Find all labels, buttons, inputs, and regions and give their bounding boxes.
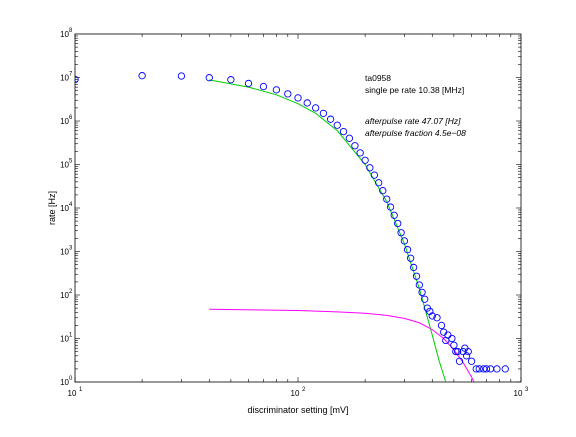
data-point	[375, 179, 383, 187]
data-point	[177, 72, 186, 80]
data-point	[294, 94, 302, 102]
data-point	[437, 321, 446, 330]
data-point	[386, 203, 395, 211]
data-point	[339, 127, 348, 136]
axis-tick-labels: 10 1 10 2 10 310 010 110 210 310 410 510 610 710 8	[60, 28, 529, 398]
data-point	[479, 365, 488, 373]
y-tick-label-exponent: 5	[69, 159, 73, 165]
data-point	[361, 156, 369, 164]
data-point	[472, 365, 480, 373]
data-point	[415, 281, 423, 289]
data-point	[501, 365, 509, 373]
data-point	[455, 357, 464, 365]
x-tick-label: 10	[291, 389, 300, 398]
data-point	[475, 365, 483, 373]
data-point	[464, 347, 472, 356]
data-point	[345, 134, 354, 142]
y-tick-label-exponent: 8	[69, 28, 73, 34]
data-point	[205, 74, 213, 82]
data-point	[390, 211, 398, 219]
data-point	[370, 171, 379, 179]
data-point	[462, 352, 471, 360]
data-point	[450, 341, 458, 349]
data-point	[428, 312, 436, 320]
data-point	[244, 79, 253, 88]
y-tick-label-exponent: 3	[69, 246, 73, 252]
y-tick-label: 10	[60, 335, 69, 344]
data-point	[284, 90, 292, 98]
data-point	[75, 75, 79, 84]
data-point	[227, 76, 235, 84]
data-point	[383, 195, 391, 203]
data-point	[403, 246, 412, 254]
data-point	[418, 288, 426, 297]
data-point	[406, 254, 415, 262]
data-point	[366, 164, 374, 172]
y-axis-title: rate [Hz]	[47, 191, 57, 225]
y-tick-label-exponent: 6	[69, 115, 73, 121]
data-point	[421, 295, 429, 303]
y-tick-label: 10	[60, 74, 69, 83]
data-point	[409, 263, 418, 272]
axis-ticks	[74, 34, 522, 383]
fit-curve-1	[209, 79, 447, 382]
annotation-afterpulse-fraction: afterpulse fraction 4.5e−08	[365, 128, 466, 138]
plot-frame	[74, 33, 522, 383]
x-tick-label-exponent: 3	[525, 387, 529, 393]
data-point	[412, 272, 421, 280]
data-point	[333, 121, 341, 129]
data-point	[303, 99, 311, 107]
y-tick-label-exponent: 2	[69, 289, 73, 295]
data-point	[356, 149, 364, 157]
data-point	[426, 307, 434, 316]
data-point	[400, 237, 409, 245]
data-point	[351, 142, 359, 150]
y-tick-label-exponent: 0	[69, 376, 73, 382]
y-tick-label: 10	[60, 161, 69, 170]
data-point	[259, 82, 268, 91]
data-point	[452, 347, 460, 356]
annotation-afterpulse-rate: afterpulse rate 47.07 [Hz]	[365, 116, 461, 126]
y-tick-label: 10	[60, 204, 69, 213]
series-layer	[75, 72, 509, 382]
data-point	[394, 219, 402, 228]
annotation-id: ta0958	[365, 73, 391, 83]
data-point	[482, 365, 491, 373]
annotation-single-pe-rate: single pe rate 10.38 [MHz]	[365, 85, 464, 95]
data-point	[467, 357, 476, 365]
data-point	[312, 104, 320, 112]
data-point	[448, 334, 456, 343]
x-tick-label: 10	[68, 389, 77, 398]
x-tick-label: 10	[514, 389, 523, 398]
data-point	[397, 229, 405, 237]
y-tick-label-exponent: 7	[69, 72, 73, 78]
data-point	[272, 86, 281, 94]
x-axis-title: discriminator setting [mV]	[247, 405, 348, 415]
data-point	[454, 347, 462, 356]
fit-curve-2	[209, 308, 475, 382]
y-tick-label: 10	[60, 30, 69, 39]
y-tick-label-exponent: 1	[69, 333, 73, 339]
x-tick-label-exponent: 2	[302, 387, 306, 393]
x-tick-label-exponent: 1	[79, 387, 83, 393]
y-tick-label-exponent: 4	[69, 202, 73, 208]
data-point	[433, 314, 441, 322]
data-point	[326, 115, 335, 123]
data-point	[379, 187, 387, 195]
y-tick-label: 10	[60, 248, 69, 257]
data-point	[138, 72, 146, 80]
data-point	[493, 365, 501, 373]
y-tick-label: 10	[60, 117, 69, 126]
y-tick-label: 10	[60, 291, 69, 300]
y-tick-label: 10	[60, 378, 69, 387]
data-point	[319, 109, 328, 117]
